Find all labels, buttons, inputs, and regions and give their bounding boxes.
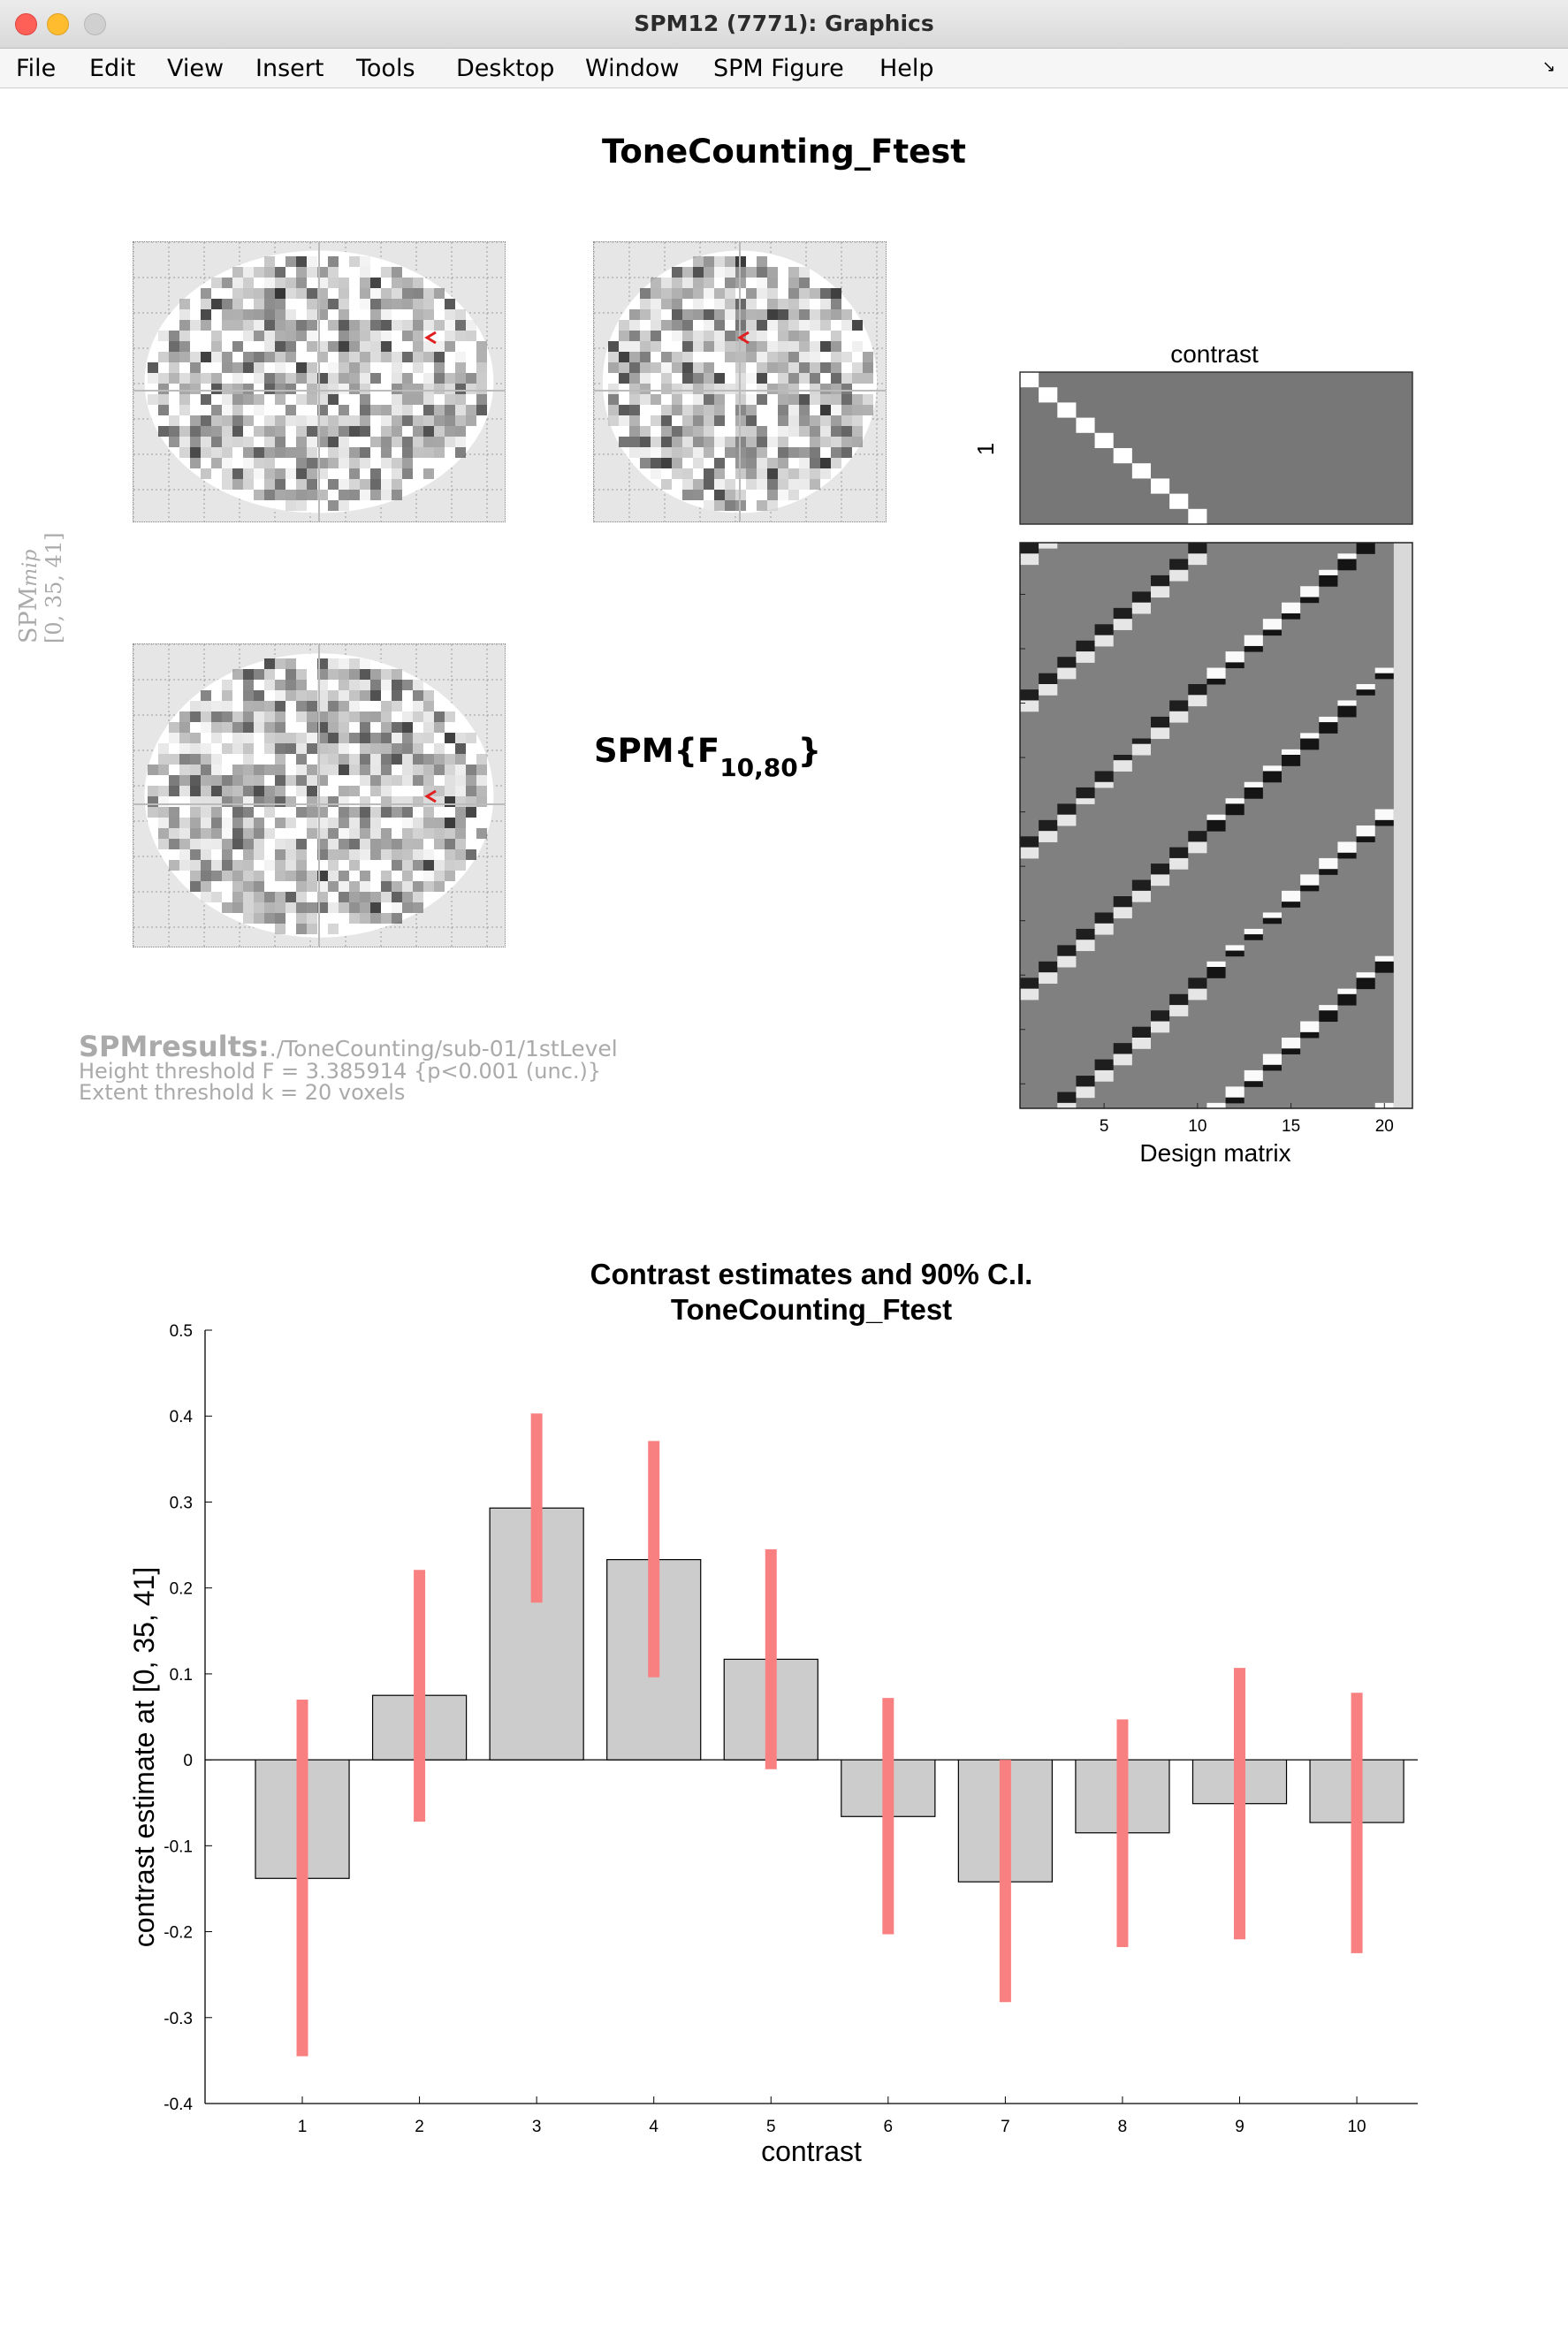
menu-edit[interactable]: Edit (89, 55, 136, 82)
contrast-weight-cell (1169, 493, 1189, 509)
cursor-marker-icon (737, 331, 750, 345)
menu-insert[interactable]: Insert (255, 55, 324, 82)
design-matrix-label: Design matrix (1139, 1139, 1290, 1167)
menu-spm-figure[interactable]: SPM Figure (713, 55, 844, 82)
mip-sagittal-image (133, 242, 505, 521)
menu-bar: File Edit View Insert Tools Desktop Wind… (0, 49, 1568, 88)
dock-arrow-icon[interactable]: ↘ (1541, 57, 1556, 76)
contrast-weight-cell (1094, 432, 1114, 448)
chart-ytick-label: -0.2 (164, 1924, 193, 1943)
chart-ytick-label: 0.1 (170, 1666, 193, 1685)
chart-ytick-label: 0.2 (170, 1580, 193, 1599)
results-title: SPMresults: (79, 1030, 270, 1063)
window-titlebar: SPM12 (7771): Graphics (0, 0, 1568, 49)
chart-xtick-label: 3 (532, 2118, 542, 2136)
design-matrix-xtick: 10 (1188, 1117, 1206, 1136)
results-path: ./ToneCounting/sub-01/1stLevel (269, 1036, 618, 1061)
mip-axial-view[interactable] (133, 643, 506, 947)
chart-ytick-label: -0.1 (164, 1837, 193, 1856)
contrast-weight-cell (1039, 387, 1058, 403)
contrast-panel-title: contrast (1170, 340, 1259, 368)
chart-ytick-label: 0.5 (170, 1322, 193, 1341)
stat-suffix: } (797, 732, 822, 770)
mip-coronal-image (594, 242, 886, 521)
mip-sagittal-view[interactable] (133, 241, 506, 522)
stat-degrees: 10,80 (719, 753, 798, 782)
menu-view[interactable]: View (167, 55, 225, 82)
menu-help[interactable]: Help (879, 55, 934, 82)
figure-title: ToneCounting_Ftest (602, 133, 966, 171)
height-threshold: Height threshold F = 3.385914 {p<0.001 (… (79, 1059, 602, 1084)
window-close-button[interactable] (15, 13, 37, 35)
mip-label-italic: mip (19, 549, 42, 587)
cursor-marker-icon (424, 789, 437, 803)
contrast-weight-cell (1131, 463, 1151, 479)
spm-mip-label: SPMmip [0, 35, 41] (15, 532, 66, 643)
chart-xtick-label: 7 (1001, 2118, 1010, 2136)
chart-bars (255, 1507, 1404, 1883)
window-minimize-button[interactable] (47, 13, 69, 35)
design-matrix-xtick: 20 (1375, 1117, 1394, 1136)
chart-xtick-label: 8 (1118, 2118, 1128, 2136)
chart-tick-labels: -0.4 -0.3 -0.2 -0.1 0 0.1 0.2 0.3 0.4 0.5 1 2 3 4 5 6 7 8… (164, 1322, 1366, 2136)
contrast-weight-cell (1151, 478, 1170, 494)
design-matrix-axes: 1020304050607080901005101520 (1019, 542, 1413, 1136)
contrast-weight-cell (1076, 417, 1095, 433)
menu-file[interactable]: File (16, 55, 57, 82)
window-title: SPM12 (7771): Graphics (634, 11, 934, 36)
window-maximize-button[interactable] (84, 13, 106, 35)
chart-ytick-label: 0.4 (170, 1408, 194, 1427)
chart-xtick-label: 1 (298, 2118, 308, 2136)
chart-ylabel: contrast estimate at [0, 35, 41] (128, 1567, 160, 1947)
design-matrix-xtick: 5 (1100, 1117, 1109, 1136)
chart-ytick-label: 0.3 (170, 1494, 193, 1512)
chart-subtitle: ToneCounting_Ftest (671, 1293, 952, 1326)
mip-axial-image (133, 644, 505, 947)
results-info: SPMresults:./ToneCounting/sub-01/1stLeve… (79, 1032, 618, 1103)
chart-title: Contrast estimates and 90% C.I. (590, 1258, 1033, 1290)
chart-ytick-label: -0.4 (164, 2096, 193, 2114)
menu-tools[interactable]: Tools (356, 55, 415, 82)
chart-ytick-label: 0 (183, 1752, 193, 1770)
design-matrix-xtick: 15 (1282, 1117, 1300, 1136)
contrast-weight-cell (1020, 372, 1039, 388)
design-matrix-panel[interactable]: 1020304050607080901005101520 Design matr… (1018, 541, 1434, 1177)
chart-xtick-label: 9 (1235, 2118, 1245, 2136)
chart-xtick-label: 4 (649, 2118, 658, 2136)
menu-window[interactable]: Window (585, 55, 680, 82)
contrast-weight-cell (1057, 402, 1077, 418)
design-matrix-cells (1020, 543, 1412, 1109)
contrast-panel-frame (1019, 371, 1413, 525)
contrast-weight-cell (1188, 508, 1207, 524)
chart-confidence-intervals (296, 1413, 1363, 2057)
mip-coronal-view[interactable] (593, 241, 887, 522)
chart-xtick-label: 10 (1347, 2118, 1366, 2136)
mip-coords: [0, 35, 41] (41, 532, 66, 643)
contrast-panel-ytick: 1 (972, 443, 999, 455)
contrast-vector-cells (1020, 372, 1412, 524)
extent-threshold: Extent threshold k = 20 voxels (79, 1080, 406, 1105)
chart-ytick-label: -0.3 (164, 2010, 193, 2028)
contrast-estimates-chart[interactable]: Contrast estimates and 90% C.I. ToneCoun… (0, 1237, 1568, 2280)
statistic-label: SPM{F10,80} (594, 732, 821, 782)
chart-xtick-label: 2 (415, 2118, 424, 2136)
cursor-marker-icon (424, 331, 437, 345)
mip-label-main: SPM (15, 586, 42, 643)
chart-xtick-label: 5 (766, 2118, 776, 2136)
chart-xtick-label: 6 (884, 2118, 894, 2136)
stat-prefix: SPM{F (594, 732, 720, 770)
contrast-weight-cell (1113, 448, 1132, 464)
contrast-vector-panel[interactable]: contrast 1 (972, 336, 1425, 525)
menu-desktop[interactable]: Desktop (456, 55, 555, 82)
chart-xlabel: contrast (761, 2135, 862, 2167)
